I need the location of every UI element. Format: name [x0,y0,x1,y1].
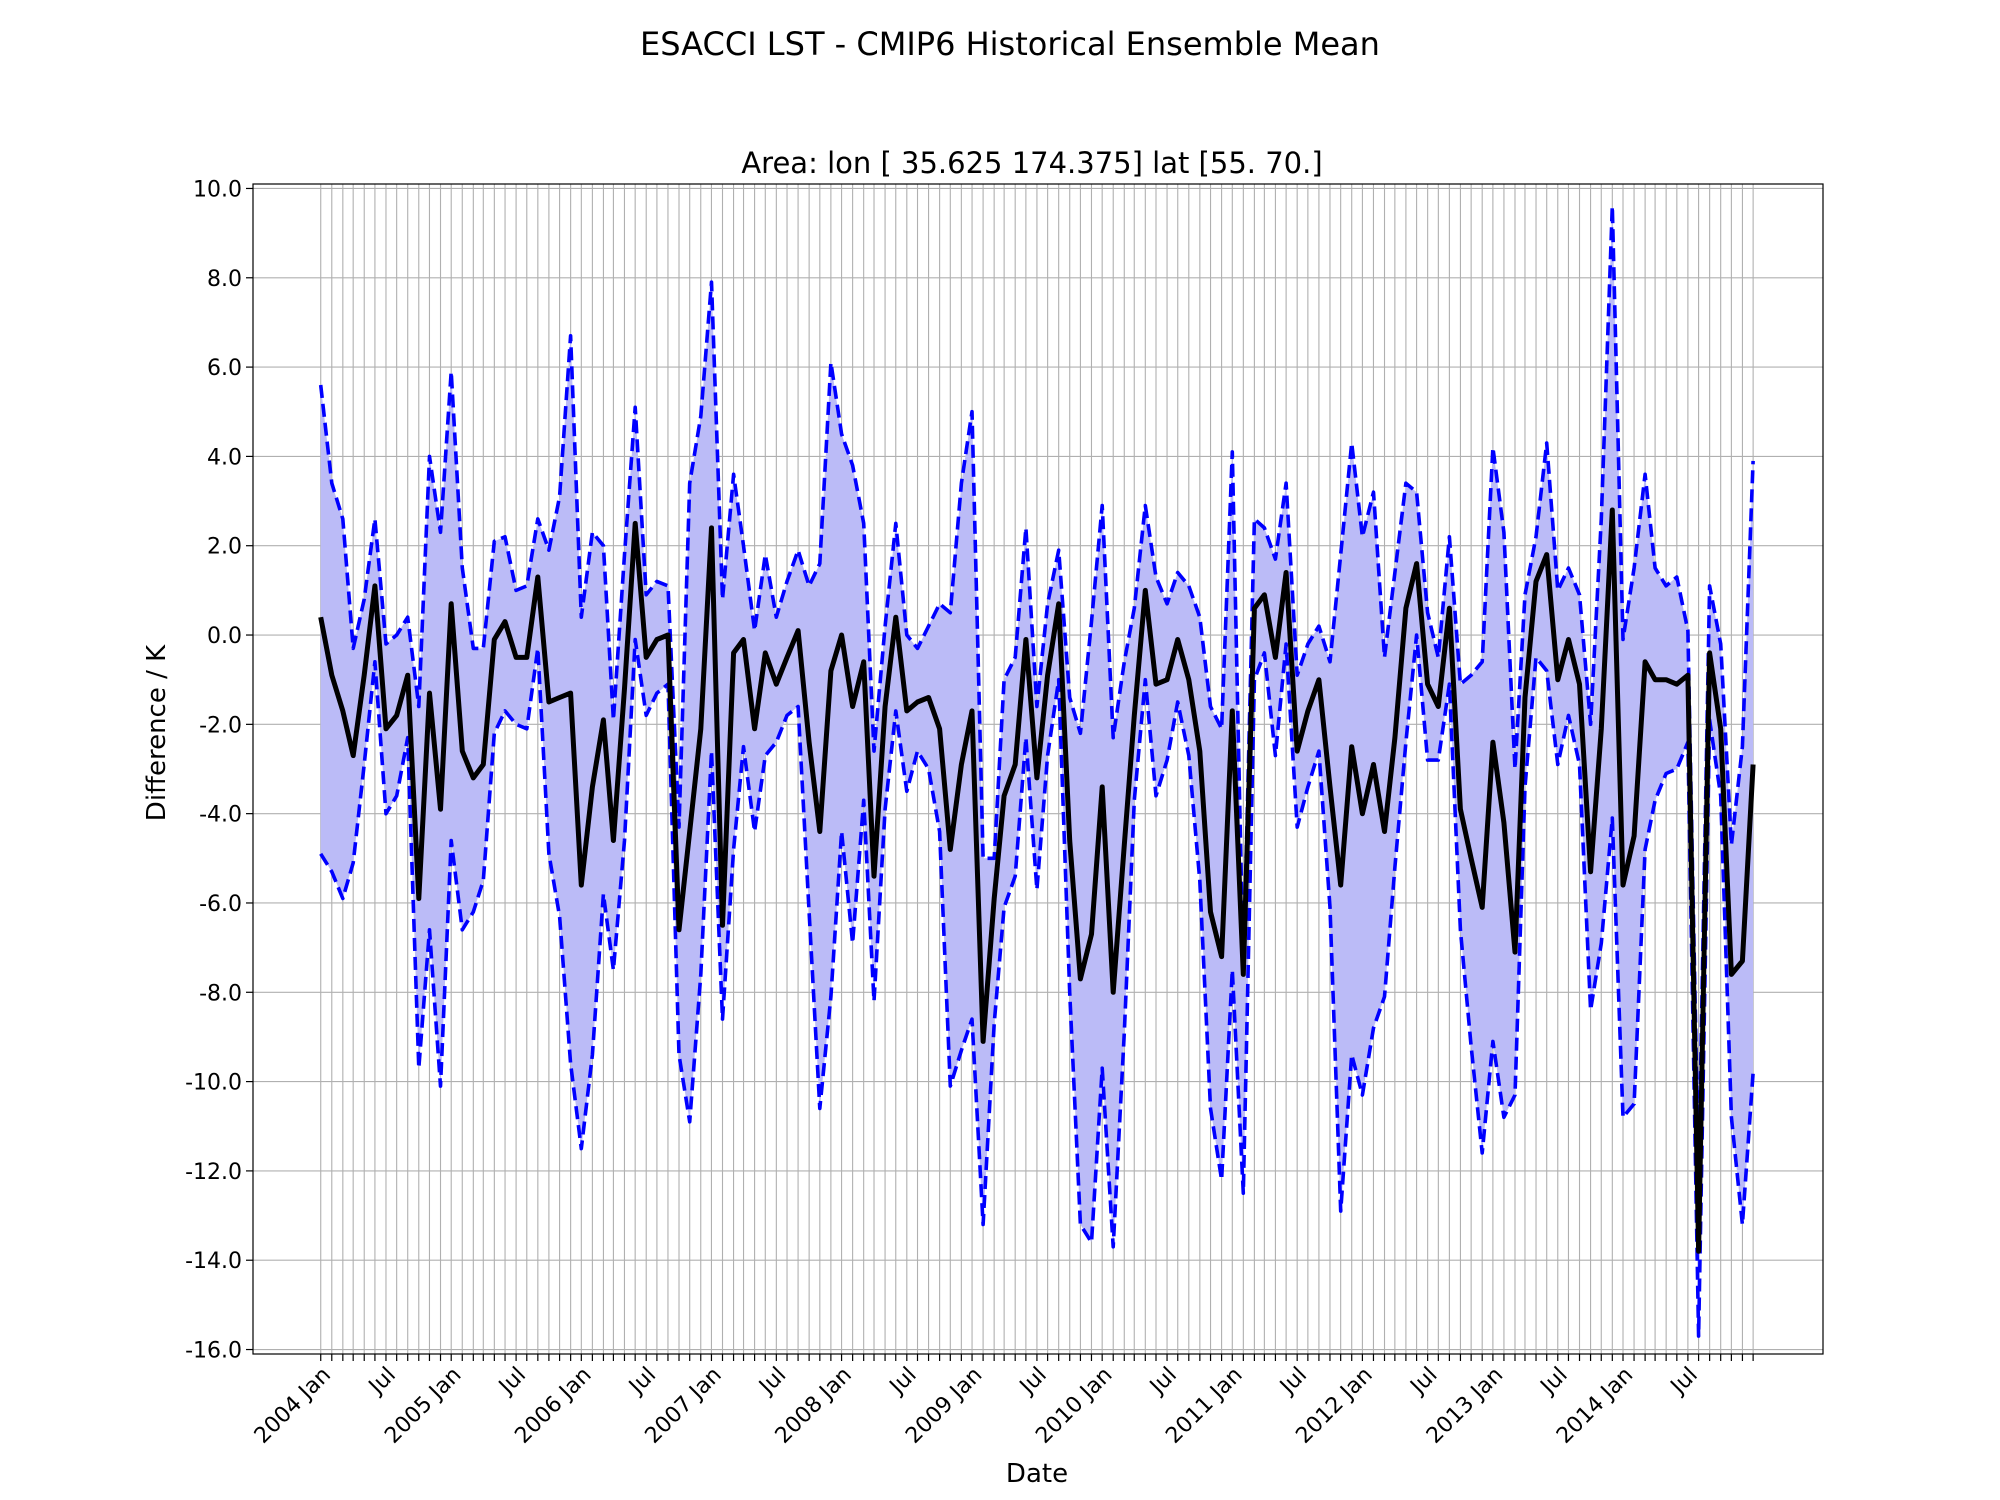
x-axis-label: Date [1006,1459,1068,1489]
y-tick-label: 2.0 [207,535,242,560]
y-tick-label: 6.0 [207,356,242,381]
x-tick-label: Jul [884,1363,922,1401]
y-tick-label: 10.0 [193,177,242,202]
x-tick-label: Jul [1665,1363,1703,1401]
y-axis-label: Difference / K [142,644,172,821]
x-tick-label: Jul [1144,1363,1182,1401]
x-tick-label: Jul [1405,1363,1443,1401]
y-tick-label: -6.0 [199,892,242,917]
chart-title: Area: lon [ 35.625 174.375] lat [55. 70.… [741,146,1322,180]
lower-bound-line [319,633,1755,1338]
y-tick-label: -2.0 [199,713,242,738]
ensemble-mean-line [318,507,1756,1254]
y-tick-label: -10.0 [185,1071,242,1096]
y-axis-ticks: 10.0 8.0 6.0 4.0 2.0 0.0 -2.0 -4.0 -6.0 -8.0 -10.0… [185,177,253,1364]
series-lines [318,204,1756,1338]
x-tick-label: Jul [1535,1363,1573,1401]
x-tick-label: Jul [1274,1363,1312,1401]
upper-bound-line [318,204,1755,1182]
y-tick-label: -16.0 [185,1339,242,1364]
y-tick-label: 8.0 [207,267,242,292]
y-tick-label: -14.0 [185,1249,242,1274]
y-tick-label: 0.0 [207,624,242,649]
y-tick-label: -12.0 [185,1160,242,1185]
x-tick-label: Jul [363,1363,401,1401]
y-tick-label: 4.0 [207,445,242,470]
x-tick-label: Jul [493,1363,531,1401]
x-tick-label: Jul [753,1363,791,1401]
y-tick-label: -4.0 [199,803,242,828]
x-tick-label: 2004 Jan [250,1363,336,1449]
plot-frame [252,183,1824,1355]
x-tick-label: Jul [623,1363,661,1401]
y-tick-label: -8.0 [199,981,242,1006]
x-tick-label: Jul [1014,1363,1052,1401]
chart-suptitle: ESACCI LST - CMIP6 Historical Ensemble M… [640,25,1380,63]
